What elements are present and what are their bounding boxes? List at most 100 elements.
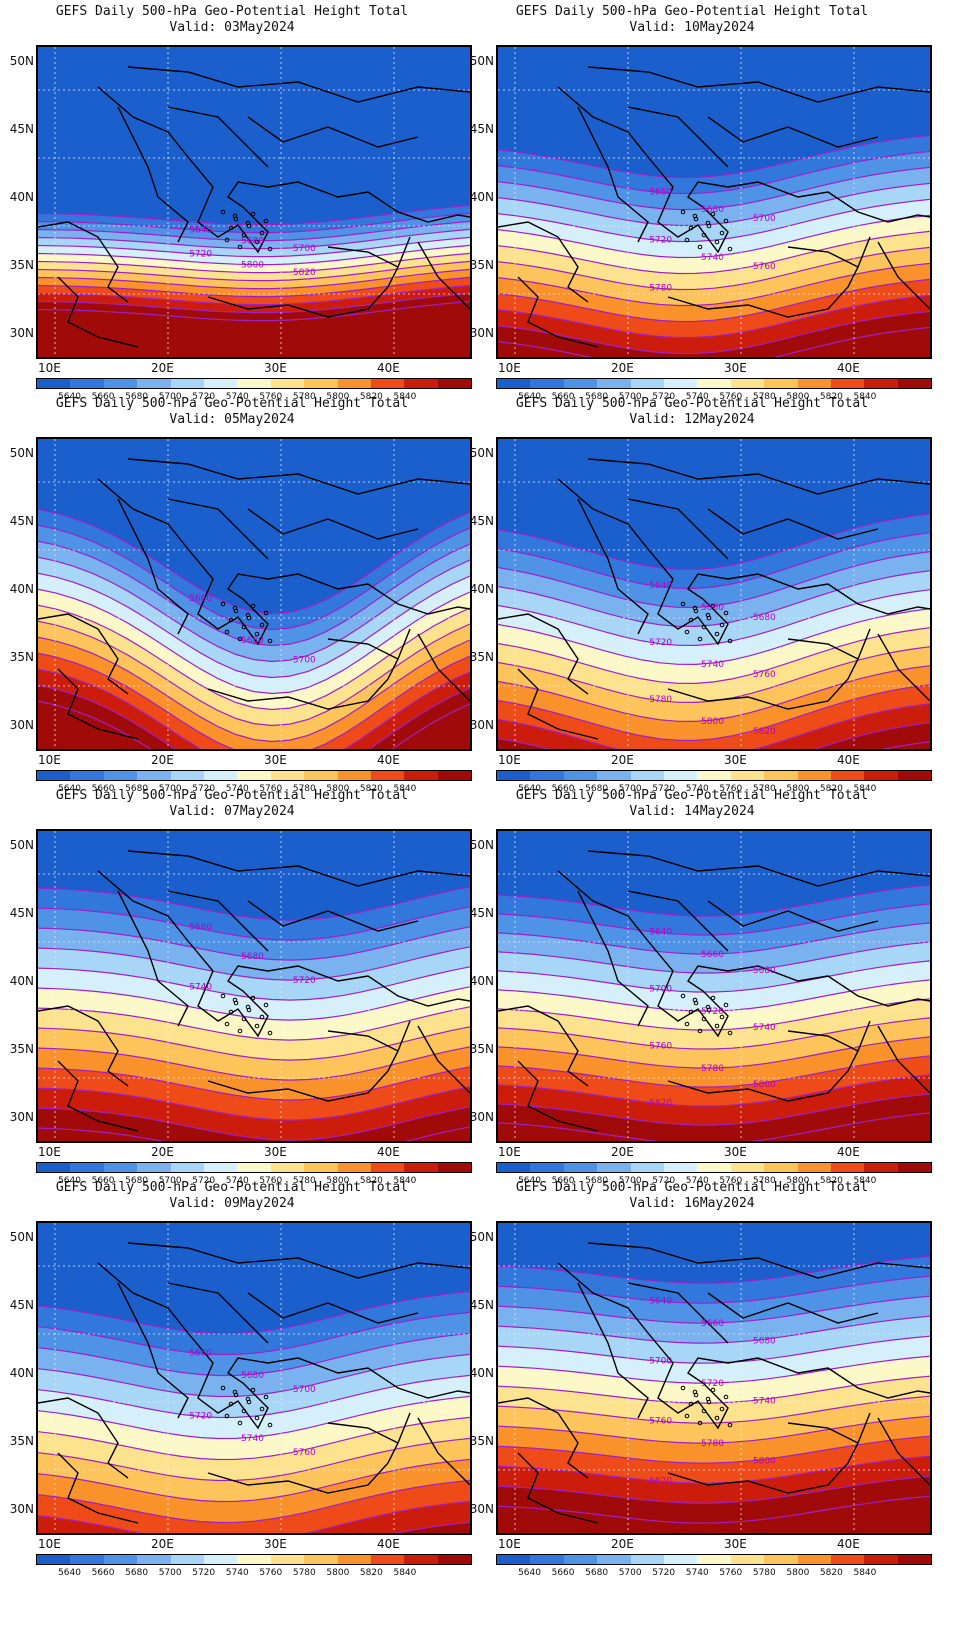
colorbar-label: 5800	[326, 392, 350, 402]
island	[680, 993, 686, 999]
colorbar-swatch	[730, 1555, 765, 1564]
colorbar-label: 5840	[393, 1176, 417, 1186]
colorbar-swatch	[730, 771, 765, 780]
panel-title: GEFS Daily 500-hPa Geo-Potential Height …	[55, 396, 409, 411]
island	[714, 631, 720, 637]
colorbar-label: 5780	[752, 1176, 776, 1186]
contour-line	[38, 700, 470, 749]
island	[254, 1415, 260, 1421]
colorbar-swatch	[137, 379, 171, 388]
longitude-label: 40E	[377, 361, 400, 375]
island	[263, 1394, 269, 1400]
island	[680, 209, 686, 215]
latitude-label: 30N	[9, 1110, 34, 1124]
island	[697, 244, 703, 250]
island	[254, 1023, 260, 1029]
panel-title: GEFS Daily 500-hPa Geo-Potential Height …	[515, 396, 869, 411]
latitude-label: 35N	[9, 650, 34, 664]
latitude-label: 35N	[9, 258, 34, 272]
coastline	[127, 1242, 470, 1279]
latitude-label: 45N	[469, 1298, 494, 1312]
colorbar-label: 5760	[719, 392, 743, 402]
contour-line	[38, 508, 470, 615]
island	[250, 603, 256, 609]
coastline	[207, 628, 411, 710]
height-band	[498, 327, 930, 357]
latitude-label: 50N	[9, 446, 34, 460]
contour-line	[498, 922, 930, 955]
coastline	[787, 1422, 859, 1444]
coastline	[167, 106, 269, 168]
map-panel: GEFS Daily 500-hPa Geo-Potential Height …	[0, 1176, 472, 1586]
panel-valid-date: Valid: 05May2024	[169, 412, 295, 427]
colorbar-label: 5660	[551, 1176, 575, 1186]
colorbar-swatch	[370, 1163, 405, 1172]
colorbar-label: 5820	[359, 392, 383, 402]
colorbar-label: 5660	[91, 1176, 115, 1186]
contour-line	[38, 228, 470, 250]
colorbar-label: 5640	[518, 784, 541, 794]
contour-line	[38, 556, 470, 663]
colorbar-label: 5680	[125, 784, 149, 794]
height-band	[38, 685, 470, 749]
colorbar-swatch	[797, 1163, 831, 1172]
colorbar-swatch	[37, 771, 71, 780]
colorbar-swatch	[663, 1163, 698, 1172]
colorbar-label: 5800	[326, 1176, 350, 1186]
coastline	[498, 1397, 589, 1479]
longitude-label: 40E	[377, 1145, 400, 1159]
contour-line	[38, 652, 470, 749]
colorbar-swatch	[203, 771, 238, 780]
contour-label: 5780	[649, 695, 672, 705]
contour-label: 5720	[701, 1379, 724, 1389]
island	[723, 1002, 729, 1008]
coastline	[207, 236, 411, 318]
colorbar-label: 5700	[618, 784, 642, 794]
colorbar-label: 5800	[326, 1568, 350, 1578]
coastline	[117, 890, 189, 1027]
contour-label: 5660	[649, 187, 672, 197]
contour-label: 5820	[293, 268, 316, 278]
colorbar-label: 5680	[125, 392, 149, 402]
latitude-label: 30N	[9, 1502, 34, 1516]
colorbar-swatch	[304, 771, 338, 780]
latitude-label: 45N	[469, 906, 494, 920]
island	[245, 1396, 251, 1402]
longitude-label: 30E	[724, 361, 747, 375]
island	[727, 1422, 733, 1428]
contour-line	[498, 1112, 930, 1141]
coastline	[577, 1282, 649, 1419]
map-panel: GEFS Daily 500-hPa Geo-Potential Height …	[460, 784, 932, 1194]
colorbar-label: 5700	[158, 1568, 182, 1578]
colorbar-swatch	[764, 1555, 798, 1564]
coastline	[247, 900, 419, 932]
colorbar-label: 5740	[225, 1568, 249, 1578]
island	[719, 622, 725, 628]
contour-line	[498, 134, 930, 179]
contour-line	[38, 886, 470, 921]
contour-label: 5720	[649, 638, 672, 648]
contour-line	[38, 268, 470, 290]
contour-line	[38, 1006, 470, 1041]
colorbar-label: 5720	[192, 1176, 216, 1186]
contour-label: 5680	[753, 966, 776, 976]
contour-label: 5660	[189, 1348, 212, 1358]
island	[259, 1406, 265, 1412]
longitude-label: 10E	[38, 1537, 61, 1551]
colorbar-label: 5680	[585, 784, 609, 794]
colorbar-label: 5740	[225, 784, 249, 794]
island	[267, 1422, 273, 1428]
colorbar-label: 5700	[618, 1176, 642, 1186]
height-band	[38, 1522, 470, 1533]
panel-title: GEFS Daily 500-hPa Geo-Potential Height …	[515, 788, 869, 803]
latitude-label: 40N	[469, 1366, 494, 1380]
coastline	[667, 1020, 871, 1102]
colorbar-swatch	[237, 771, 271, 780]
colorbar-label: 5820	[359, 1568, 383, 1578]
height-map: 5660 5680 5700 5720 5740 5760 5780	[496, 45, 932, 359]
island	[727, 638, 733, 644]
panel-valid-date: Valid: 10May2024	[629, 20, 755, 35]
island	[241, 232, 247, 238]
island	[259, 1014, 265, 1020]
height-band	[38, 301, 470, 357]
